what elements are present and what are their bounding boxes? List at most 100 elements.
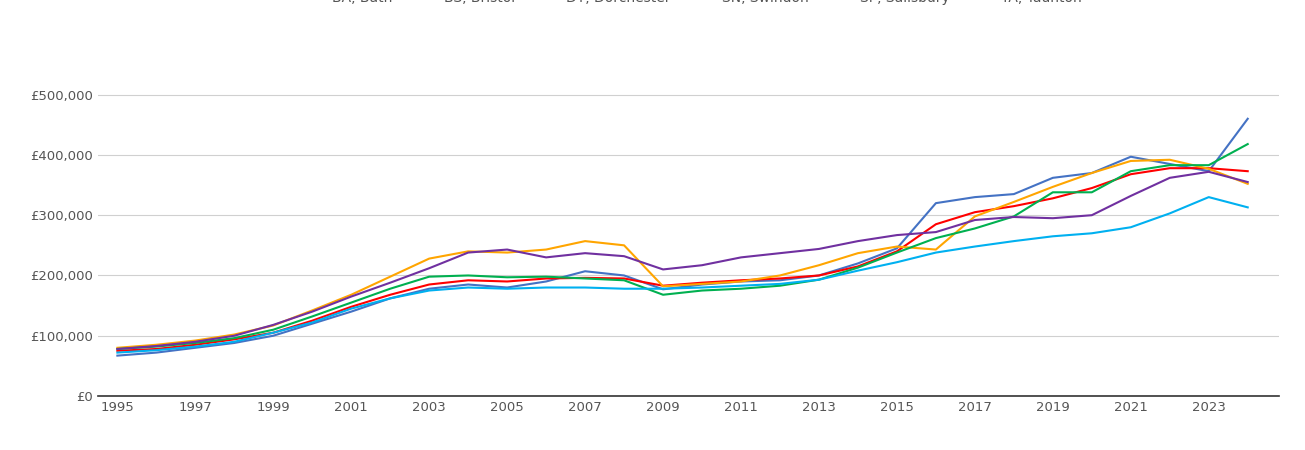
BA, Bath [1045, 175, 1061, 180]
BS, Bristol [889, 249, 904, 254]
DT, Dorchester [889, 244, 904, 249]
SP, Salisbury [422, 266, 437, 271]
DT, Dorchester [227, 332, 243, 337]
BA, Bath [461, 282, 476, 287]
BS, Bristol [967, 210, 983, 215]
SP, Salisbury [227, 333, 243, 338]
Line: DT, Dorchester: DT, Dorchester [117, 160, 1248, 348]
BA, Bath [227, 340, 243, 346]
SP, Salisbury [733, 255, 749, 260]
BA, Bath [1161, 161, 1177, 166]
DT, Dorchester [733, 279, 749, 284]
SP, Salisbury [343, 294, 359, 299]
DT, Dorchester [500, 250, 515, 255]
SP, Salisbury [655, 267, 671, 272]
Line: SP, Salisbury: SP, Salisbury [117, 172, 1248, 349]
SN, Swindon [1201, 162, 1216, 168]
BA, Bath [265, 333, 281, 338]
TA, Taunton [304, 320, 320, 325]
TA, Taunton [889, 260, 904, 265]
Line: TA, Taunton: TA, Taunton [117, 197, 1248, 353]
DT, Dorchester [382, 274, 398, 279]
BS, Bristol [538, 276, 553, 281]
DT, Dorchester [655, 284, 671, 289]
DT, Dorchester [577, 238, 592, 244]
SN, Swindon [265, 327, 281, 333]
BA, Bath [616, 273, 632, 278]
BS, Bristol [850, 264, 865, 269]
SP, Salisbury [538, 255, 553, 260]
SN, Swindon [343, 300, 359, 305]
SP, Salisbury [577, 251, 592, 256]
DT, Dorchester [538, 247, 553, 252]
DT, Dorchester [967, 214, 983, 219]
DT, Dorchester [1006, 199, 1022, 205]
TA, Taunton [188, 344, 204, 349]
TA, Taunton [422, 288, 437, 293]
SN, Swindon [850, 265, 865, 270]
BA, Bath [1006, 191, 1022, 197]
DT, Dorchester [1201, 166, 1216, 171]
BS, Bristol [655, 283, 671, 288]
SN, Swindon [1084, 189, 1100, 195]
DT, Dorchester [694, 281, 710, 287]
BS, Bristol [1006, 203, 1022, 209]
BS, Bristol [1084, 185, 1100, 191]
BS, Bristol [227, 337, 243, 342]
BA, Bath [967, 194, 983, 200]
DT, Dorchester [422, 256, 437, 261]
TA, Taunton [616, 286, 632, 292]
BA, Bath [188, 345, 204, 351]
TA, Taunton [149, 347, 164, 353]
SN, Swindon [188, 340, 204, 346]
TA, Taunton [110, 350, 125, 356]
BS, Bristol [694, 280, 710, 285]
DT, Dorchester [1084, 170, 1100, 176]
SP, Salisbury [1240, 180, 1255, 185]
SP, Salisbury [773, 251, 788, 256]
SP, Salisbury [149, 343, 164, 349]
TA, Taunton [733, 283, 749, 288]
BA, Bath [812, 273, 827, 278]
TA, Taunton [694, 285, 710, 290]
SP, Salisbury [188, 339, 204, 344]
TA, Taunton [655, 286, 671, 292]
TA, Taunton [1084, 230, 1100, 236]
DT, Dorchester [773, 273, 788, 278]
BA, Bath [149, 350, 164, 356]
DT, Dorchester [149, 342, 164, 347]
BA, Bath [422, 286, 437, 292]
BS, Bristol [110, 348, 125, 354]
DT, Dorchester [928, 247, 944, 252]
BS, Bristol [461, 278, 476, 283]
BA, Bath [850, 261, 865, 266]
DT, Dorchester [110, 345, 125, 351]
BS, Bristol [616, 276, 632, 281]
TA, Taunton [1045, 234, 1061, 239]
DT, Dorchester [850, 251, 865, 256]
BS, Bristol [188, 342, 204, 347]
DT, Dorchester [812, 262, 827, 268]
SN, Swindon [577, 276, 592, 281]
SN, Swindon [694, 288, 710, 293]
SN, Swindon [500, 274, 515, 280]
TA, Taunton [461, 285, 476, 290]
BS, Bristol [500, 279, 515, 284]
SN, Swindon [616, 278, 632, 283]
TA, Taunton [967, 244, 983, 249]
SN, Swindon [773, 283, 788, 288]
SN, Swindon [1006, 214, 1022, 219]
BS, Bristol [1201, 166, 1216, 171]
DT, Dorchester [265, 323, 281, 328]
BA, Bath [1124, 154, 1139, 159]
SN, Swindon [1240, 141, 1255, 147]
TA, Taunton [928, 250, 944, 255]
SP, Salisbury [461, 250, 476, 255]
DT, Dorchester [616, 243, 632, 248]
SP, Salisbury [110, 346, 125, 352]
BS, Bristol [577, 275, 592, 281]
SP, Salisbury [1124, 193, 1139, 198]
TA, Taunton [343, 306, 359, 311]
SP, Salisbury [265, 322, 281, 328]
BS, Bristol [343, 304, 359, 310]
